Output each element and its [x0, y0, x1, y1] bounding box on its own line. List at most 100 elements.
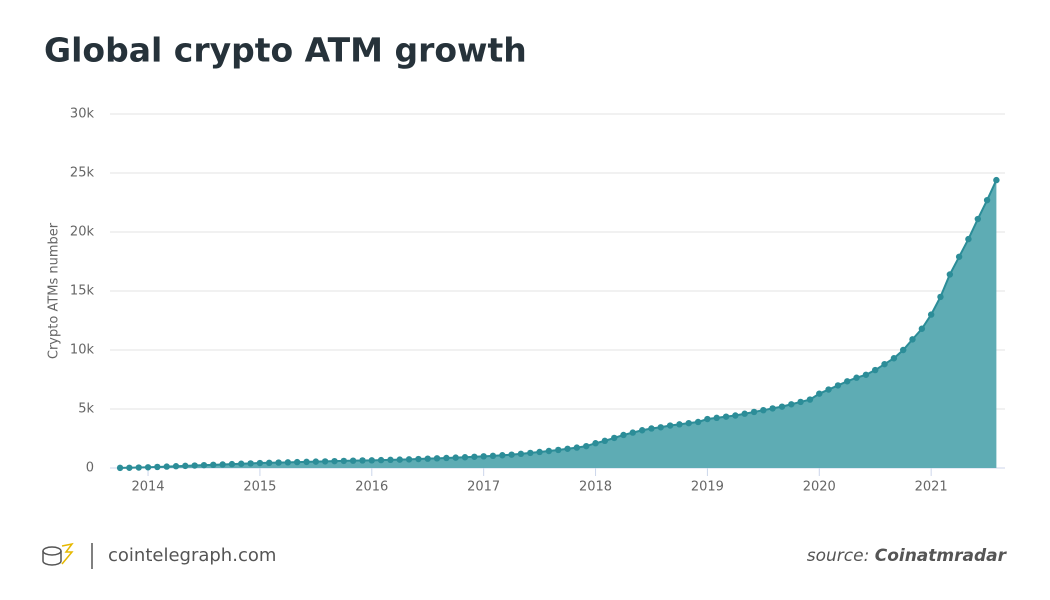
x-tick-label: 2017 — [467, 480, 500, 495]
point — [275, 459, 282, 466]
y-tick-label: 15k — [70, 284, 95, 299]
point — [443, 454, 450, 462]
point — [349, 457, 357, 464]
point — [657, 424, 664, 431]
point — [210, 461, 217, 469]
point — [545, 447, 553, 455]
point — [937, 293, 944, 301]
point — [182, 462, 189, 470]
point — [480, 453, 487, 460]
x-tick-label: 2016 — [355, 480, 388, 495]
point — [284, 459, 292, 466]
point — [116, 464, 124, 472]
point — [946, 271, 954, 278]
point — [788, 401, 795, 408]
point — [648, 425, 655, 432]
source: source: Coinatmradar — [807, 546, 1008, 566]
point — [629, 429, 636, 436]
y-tick-label: 10k — [70, 343, 95, 358]
point — [499, 452, 506, 459]
point — [303, 458, 310, 466]
y-tick-label: 30k — [70, 107, 95, 122]
y-tick-label: 5k — [78, 402, 94, 417]
point — [163, 463, 170, 470]
point — [573, 444, 581, 451]
point — [154, 463, 161, 471]
point — [704, 415, 711, 423]
point — [611, 434, 618, 442]
point — [424, 455, 431, 462]
x-tick-label: 2015 — [243, 480, 276, 495]
point — [527, 449, 534, 457]
point — [694, 418, 702, 426]
x-tick-label: 2014 — [131, 480, 164, 495]
y-axis-label: Crypto ATMs number — [47, 222, 62, 359]
point — [732, 412, 739, 419]
brand: cointelegraph.com — [108, 545, 276, 566]
point — [405, 456, 413, 463]
point — [489, 452, 497, 460]
point — [396, 456, 403, 463]
point — [387, 456, 394, 464]
point — [722, 413, 730, 420]
x-tick-label: 2021 — [915, 480, 948, 495]
point — [685, 419, 692, 427]
point — [471, 453, 478, 460]
area — [120, 180, 997, 468]
point — [965, 235, 972, 243]
point — [191, 462, 198, 469]
point — [601, 437, 609, 445]
point — [806, 396, 814, 403]
point — [331, 457, 338, 465]
point — [247, 460, 254, 467]
point — [219, 461, 226, 468]
source-label: source: — [807, 546, 870, 566]
y-tick-label: 20k — [70, 225, 95, 240]
point — [377, 456, 385, 464]
point — [778, 403, 786, 410]
point — [955, 253, 963, 260]
point — [508, 451, 515, 458]
point — [862, 371, 870, 378]
point — [536, 448, 543, 456]
point — [461, 454, 469, 461]
point — [676, 421, 683, 428]
point — [340, 457, 348, 465]
point — [126, 464, 133, 471]
point — [228, 460, 236, 468]
point — [620, 431, 627, 439]
chart-title: Global crypto ATM growth — [44, 31, 527, 70]
point — [890, 355, 898, 362]
source-name: Coinatmradar — [875, 546, 1008, 566]
point — [293, 458, 301, 466]
point — [769, 405, 776, 412]
x-tick-label: 2018 — [579, 480, 612, 495]
point — [909, 336, 916, 343]
y-tick-label: 0 — [86, 461, 94, 476]
point — [638, 427, 646, 434]
x-tick-label: 2019 — [691, 480, 724, 495]
point — [238, 460, 245, 467]
logo — [42, 542, 74, 566]
point — [135, 464, 142, 471]
point — [760, 406, 767, 414]
point — [415, 455, 422, 463]
point — [583, 442, 590, 450]
point — [555, 446, 562, 454]
point — [666, 422, 674, 429]
point — [844, 378, 851, 385]
point — [825, 386, 832, 393]
x-tick-label: 2020 — [803, 480, 836, 495]
point — [881, 360, 888, 368]
point — [368, 457, 375, 464]
point — [872, 366, 879, 374]
point — [816, 390, 823, 397]
point — [452, 454, 459, 461]
point — [321, 458, 329, 465]
point — [927, 311, 935, 318]
point — [265, 459, 273, 467]
point — [200, 461, 208, 469]
point — [433, 455, 441, 462]
point — [750, 408, 758, 416]
point — [974, 215, 982, 223]
